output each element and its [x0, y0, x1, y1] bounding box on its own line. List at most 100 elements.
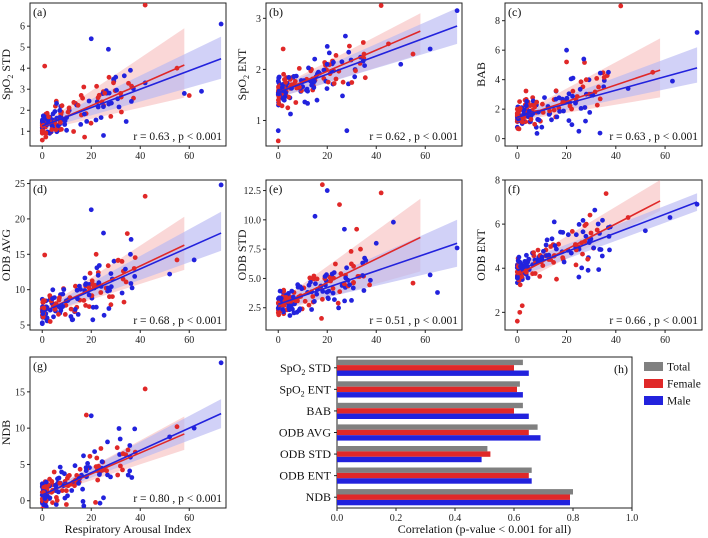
y-tick-label: 0 — [495, 134, 500, 145]
female-point — [523, 88, 529, 94]
male-point — [123, 119, 129, 124]
y-tick-label: 15 — [15, 387, 25, 398]
male-point — [82, 275, 88, 281]
male-point — [88, 36, 94, 42]
x-axis-label: Respiratory Arousal Index — [65, 522, 192, 536]
male-point — [361, 288, 367, 293]
y-tick-label: 1 — [20, 127, 25, 138]
female-point — [174, 424, 180, 430]
female-point — [349, 80, 355, 85]
male-point — [544, 253, 549, 258]
male-point — [72, 307, 78, 312]
female-point — [111, 80, 116, 86]
male-point — [296, 308, 302, 313]
female-point — [337, 202, 342, 208]
male-point — [291, 310, 297, 316]
male-point — [536, 117, 542, 123]
male-point — [279, 85, 285, 90]
male-point — [566, 91, 572, 97]
male-point — [43, 494, 48, 500]
male-point — [561, 259, 567, 265]
male-point — [218, 21, 224, 27]
female-point — [115, 472, 121, 478]
female-point — [86, 304, 92, 309]
x-tick-label: 20 — [322, 151, 332, 162]
male-point — [199, 88, 204, 94]
male-point — [326, 296, 331, 302]
female-point — [87, 270, 93, 276]
male-point — [108, 271, 114, 276]
male-point — [286, 75, 292, 80]
female-bar — [337, 494, 570, 500]
male-point — [56, 475, 62, 481]
male-point — [50, 111, 56, 117]
panel-label: (c) — [508, 5, 521, 19]
male-point — [288, 111, 293, 117]
female-point — [93, 500, 98, 505]
male-point — [551, 219, 557, 225]
male-point — [129, 475, 135, 480]
data-points — [275, 182, 460, 321]
male-point — [127, 443, 133, 448]
male-point — [580, 218, 586, 223]
female-point — [89, 278, 95, 284]
legend-swatch-female — [644, 379, 663, 388]
male-point — [80, 337, 85, 342]
x-tick-label: 40 — [371, 151, 381, 162]
male-point — [435, 290, 440, 295]
male-point — [92, 449, 97, 454]
female-point — [49, 479, 55, 484]
male-point — [129, 285, 135, 291]
female-point — [378, 190, 384, 196]
female-point — [42, 252, 48, 258]
female-point — [94, 455, 100, 461]
female-point — [348, 249, 354, 254]
female-point — [56, 297, 62, 303]
male-point — [132, 274, 138, 279]
male-point — [580, 229, 586, 235]
male-point — [72, 463, 78, 469]
female-point — [603, 191, 609, 197]
female-point — [283, 79, 289, 85]
male-point — [576, 274, 582, 280]
y-tick-label: 2 — [495, 105, 500, 116]
male-point — [313, 281, 318, 287]
male-point — [119, 290, 125, 296]
female-point — [71, 100, 77, 105]
male-point — [518, 264, 523, 269]
female-point — [519, 119, 525, 125]
male-point — [552, 243, 558, 249]
female-point — [120, 467, 125, 473]
male-point — [113, 74, 119, 80]
male-point — [312, 56, 318, 62]
male-point — [332, 297, 337, 302]
male-regression-line — [41, 412, 222, 496]
male-point — [121, 73, 127, 79]
male-point — [373, 240, 379, 246]
category-label: ODB STD — [280, 447, 331, 461]
male-point — [311, 85, 317, 90]
female-point — [81, 84, 87, 90]
female-point — [62, 312, 68, 317]
y-tick-label: 7.5 — [249, 245, 262, 256]
male-point — [305, 101, 310, 106]
female-point — [43, 134, 49, 140]
female-point — [119, 109, 124, 115]
total-bar — [337, 359, 523, 366]
female-point — [283, 295, 289, 300]
male-point — [314, 97, 320, 103]
male-point — [287, 313, 293, 318]
category-label: SpO2 STD — [280, 361, 331, 377]
female-point — [276, 97, 281, 103]
male-point — [123, 266, 128, 272]
female-point — [297, 84, 302, 90]
female-point — [120, 451, 126, 457]
female-bar — [337, 365, 514, 371]
total-bar — [337, 489, 573, 495]
x-tick-label: 20 — [86, 513, 96, 524]
x-tick-label: 0.6 — [508, 513, 521, 524]
male-point — [343, 33, 348, 39]
female-point — [68, 306, 74, 312]
x-tick-label: 60 — [420, 151, 430, 162]
y-axis-label: NDB — [0, 420, 13, 445]
